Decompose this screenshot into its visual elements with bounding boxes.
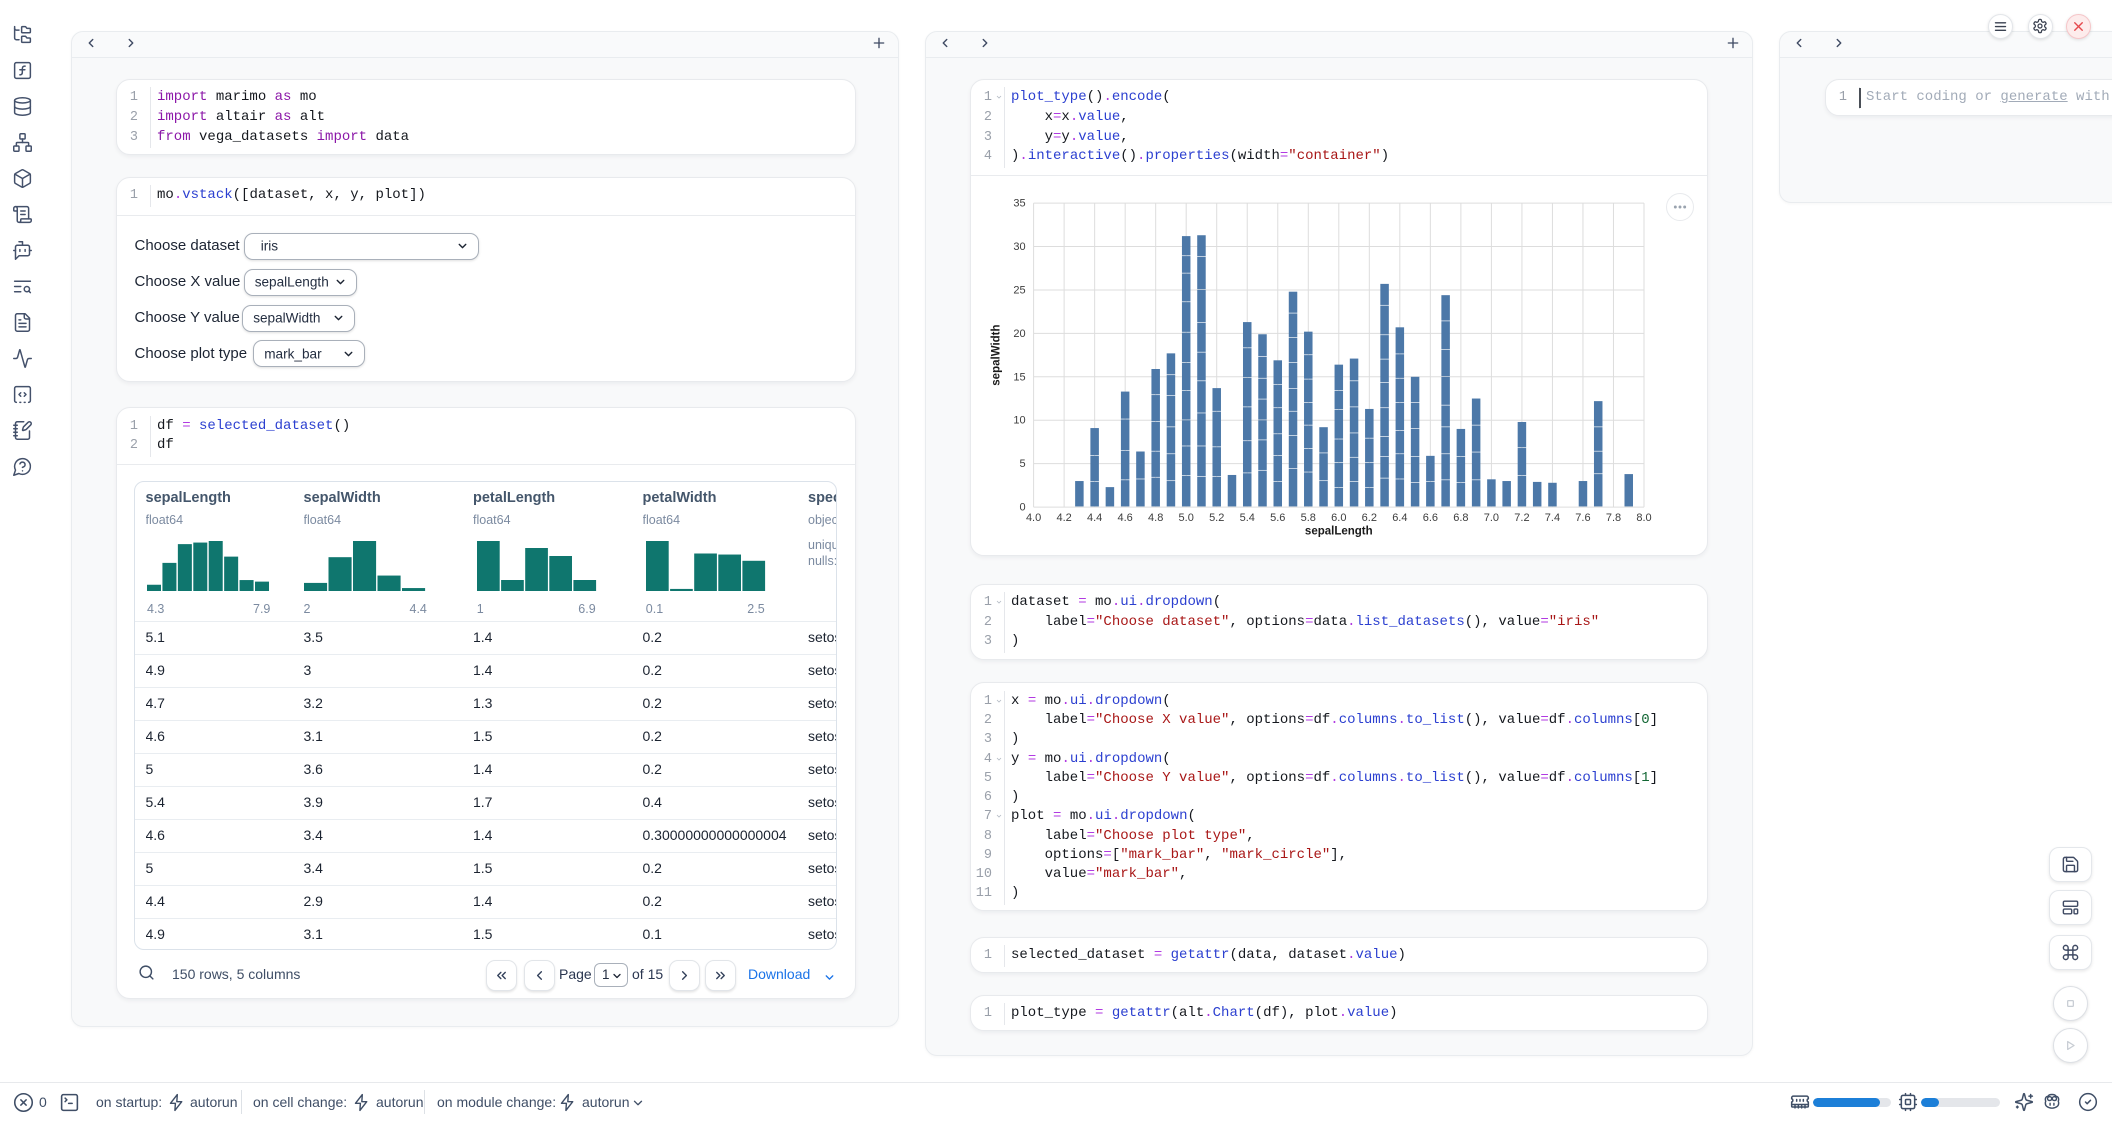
svg-text:4.8: 4.8 [1148,513,1163,525]
svg-text:4.6: 4.6 [1118,513,1133,525]
svg-text:4.2: 4.2 [1056,513,1071,525]
svg-text:4.4: 4.4 [1087,513,1102,525]
svg-text:5.8: 5.8 [1301,513,1316,525]
svg-text:6.4: 6.4 [1392,513,1407,525]
svg-text:25: 25 [1013,285,1025,297]
svg-text:6.2: 6.2 [1362,513,1377,525]
svg-text:6.6: 6.6 [1423,513,1438,525]
svg-text:7.0: 7.0 [1484,513,1499,525]
svg-text:10: 10 [1013,415,1025,427]
svg-text:sepalWidth: sepalWidth [991,325,1003,386]
svg-text:4.0: 4.0 [1026,513,1041,525]
svg-text:7.4: 7.4 [1545,513,1560,525]
svg-text:5: 5 [1019,459,1025,471]
svg-text:15: 15 [1013,372,1025,384]
svg-text:5.6: 5.6 [1270,513,1285,525]
svg-text:8.0: 8.0 [1636,513,1651,525]
svg-text:5.2: 5.2 [1209,513,1224,525]
svg-text:0: 0 [1019,502,1025,514]
svg-text:6.8: 6.8 [1453,513,1468,525]
svg-text:5.4: 5.4 [1240,513,1255,525]
svg-text:7.8: 7.8 [1606,513,1621,525]
svg-text:5.0: 5.0 [1179,513,1194,525]
svg-text:35: 35 [1013,198,1025,210]
svg-text:20: 20 [1013,328,1025,340]
svg-text:30: 30 [1013,242,1025,254]
svg-text:7.6: 7.6 [1575,513,1590,525]
svg-text:sepalLength: sepalLength [1305,526,1373,538]
svg-text:7.2: 7.2 [1514,513,1529,525]
svg-text:6.0: 6.0 [1331,513,1346,525]
